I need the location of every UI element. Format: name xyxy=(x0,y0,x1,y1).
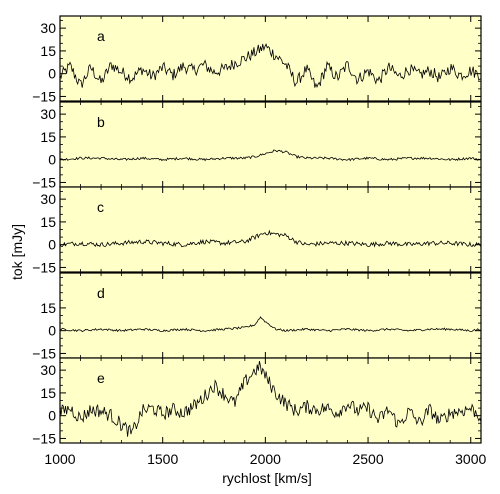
panel-background xyxy=(60,273,481,358)
y-tick-label: 30 xyxy=(40,20,56,36)
x-axis-title: rychlost [km/s] xyxy=(222,470,311,486)
y-tick-label: 0 xyxy=(48,237,56,253)
y-tick-label: 0 xyxy=(48,152,56,168)
panel-background xyxy=(60,16,481,101)
y-tick-label: 0 xyxy=(48,408,56,424)
y-tick-label: 30 xyxy=(40,362,56,378)
y-tick-label: −15 xyxy=(32,430,56,446)
panel-e: −15 0 15 30 e xyxy=(32,357,482,446)
x-tick-label: 2500 xyxy=(352,451,383,467)
series-line xyxy=(59,361,482,437)
y-tick-label: −15 xyxy=(32,259,56,275)
y-axis-title: tok [mJy] xyxy=(9,224,25,280)
panel-background xyxy=(60,102,481,187)
series-line xyxy=(59,43,482,89)
y-tick-label: 0 xyxy=(48,323,56,339)
y-tick-label: 15 xyxy=(40,385,56,401)
x-tick-label: 3000 xyxy=(455,451,486,467)
panel-c: −15 0 15 30 c xyxy=(32,186,482,275)
panel-label: a xyxy=(97,28,105,44)
panel-a: −15 0 15 30 a xyxy=(32,15,482,104)
panel-b: −15 0 15 30 b xyxy=(32,101,482,190)
y-tick-label: −15 xyxy=(32,88,56,104)
x-tick-label: 1000 xyxy=(44,451,75,467)
panel-background xyxy=(60,187,481,272)
y-tick-label: 0 xyxy=(48,66,56,82)
series-line xyxy=(59,229,482,248)
panel-label: e xyxy=(97,370,105,386)
y-tick-label: 15 xyxy=(40,300,56,316)
y-tick-label: −15 xyxy=(32,174,56,190)
x-tick-label: 2000 xyxy=(250,451,281,467)
panel-label: d xyxy=(97,285,105,301)
series-line xyxy=(59,149,482,162)
y-tick-label: 15 xyxy=(40,129,56,145)
y-tick-label: 15 xyxy=(40,43,56,59)
y-tick-label: 30 xyxy=(40,106,56,122)
x-axis: 1000 1500 2000 2500 3000 xyxy=(44,451,486,467)
panel-background xyxy=(60,358,481,443)
y-tick-label: 30 xyxy=(40,191,56,207)
panel-label: b xyxy=(97,114,105,130)
y-tick-label: 15 xyxy=(40,214,56,230)
panels-layer: −15 0 15 30 a −15 0 15 30 b −15 0 15 30 c −15 0 15 d −15 0 15… xyxy=(32,15,482,446)
series-line xyxy=(59,316,481,333)
x-tick-label: 1500 xyxy=(147,451,178,467)
panel-label: c xyxy=(97,199,104,215)
panel-d: −15 0 15 d xyxy=(32,272,482,361)
y-tick-label: −15 xyxy=(32,345,56,361)
